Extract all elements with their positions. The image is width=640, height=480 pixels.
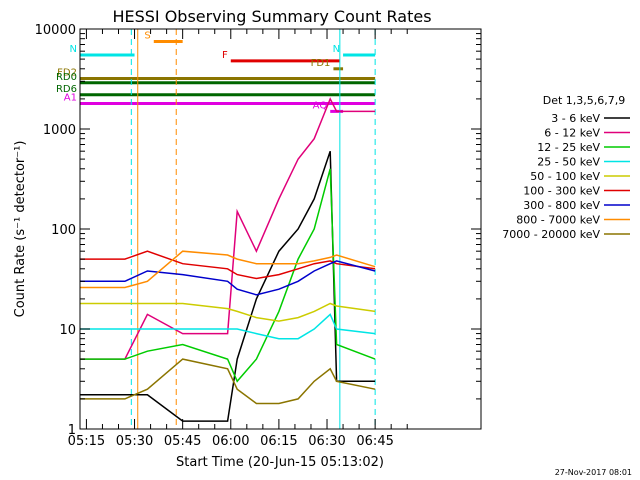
series-line-12-25-kev bbox=[80, 168, 376, 383]
plot-frame bbox=[79, 28, 482, 430]
y-tick-label: 100 bbox=[51, 223, 76, 238]
series-line-6-12-kev bbox=[80, 97, 376, 360]
legend-label-800-7000-kev: 800 - 7000 keV bbox=[516, 214, 600, 227]
legend-label-3-6-kev: 3 - 6 keV bbox=[551, 112, 600, 125]
series-line-3-6-kev bbox=[80, 150, 376, 422]
x-tick-label: 06:30 bbox=[308, 434, 345, 449]
series-line-300-800-kev bbox=[80, 260, 376, 296]
flag-label-f: F bbox=[222, 50, 228, 61]
y-axis-label: Count Rate (s⁻¹ detector⁻¹) bbox=[13, 141, 28, 318]
legend-label-300-800-kev: 300 - 800 keV bbox=[523, 199, 600, 212]
footer-date: 27-Nov-2017 08:01 bbox=[555, 468, 632, 477]
series-line-100-300-kev bbox=[80, 250, 376, 280]
series-line-50-100-kev bbox=[80, 302, 376, 322]
flag-label-aq: AQ bbox=[313, 100, 328, 111]
x-tick-label: 05:30 bbox=[116, 434, 153, 449]
y-tick-label: 1000 bbox=[43, 123, 76, 138]
legend-label-100-300-kev: 100 - 300 keV bbox=[523, 185, 600, 198]
flag-label-fd1: FD1 bbox=[311, 58, 331, 69]
series-line-25-50-kev bbox=[80, 313, 376, 340]
series-line-7000-20000-kev bbox=[80, 358, 376, 405]
flag-label-n: N bbox=[333, 44, 340, 55]
x-tick-label: 05:15 bbox=[68, 434, 105, 449]
x-tick-label: 05:45 bbox=[164, 434, 201, 449]
flag-label-fd2: FD2 bbox=[57, 67, 77, 78]
x-tick-label: 06:15 bbox=[260, 434, 297, 449]
series-line-800-7000-kev bbox=[80, 250, 376, 289]
y-axis-ticks: 1 10 100 1000 10000 bbox=[35, 23, 481, 438]
legend-title: Det 1,3,5,6,7,9 bbox=[543, 94, 626, 107]
legend-label-50-100-kev: 50 - 100 keV bbox=[530, 170, 600, 183]
y-tick-label: 10000 bbox=[35, 23, 76, 38]
chart-title: HESSI Observing Summary Count Rates bbox=[112, 7, 431, 26]
x-tick-label: 06:00 bbox=[212, 434, 249, 449]
x-axis-label: Start Time (20-Jun-15 05:13:02) bbox=[176, 455, 384, 470]
y-tick-label: 1 bbox=[68, 423, 76, 438]
legend-label-25-50-kev: 25 - 50 keV bbox=[537, 156, 600, 169]
series-lines bbox=[80, 97, 376, 422]
flag-label-a1: A1 bbox=[64, 92, 77, 103]
x-tick-label: 06:45 bbox=[356, 434, 393, 449]
flag-label-rd0: RD0 bbox=[56, 72, 77, 83]
legend-label-6-12-kev: 6 - 12 keV bbox=[544, 127, 600, 140]
flag-label-rd6: RD6 bbox=[56, 84, 77, 95]
x-axis-ticks: 05:15 05:30 05:45 06:00 06:15 06:30 06:45 bbox=[68, 29, 408, 449]
flag-label-s: S bbox=[144, 30, 150, 41]
legend-label-7000-20000-kev: 7000 - 20000 keV bbox=[502, 228, 600, 241]
y-tick-label: 10 bbox=[59, 323, 76, 338]
legend-label-12-25-kev: 12 - 25 keV bbox=[537, 141, 600, 154]
flag-label-n: N bbox=[70, 44, 77, 55]
